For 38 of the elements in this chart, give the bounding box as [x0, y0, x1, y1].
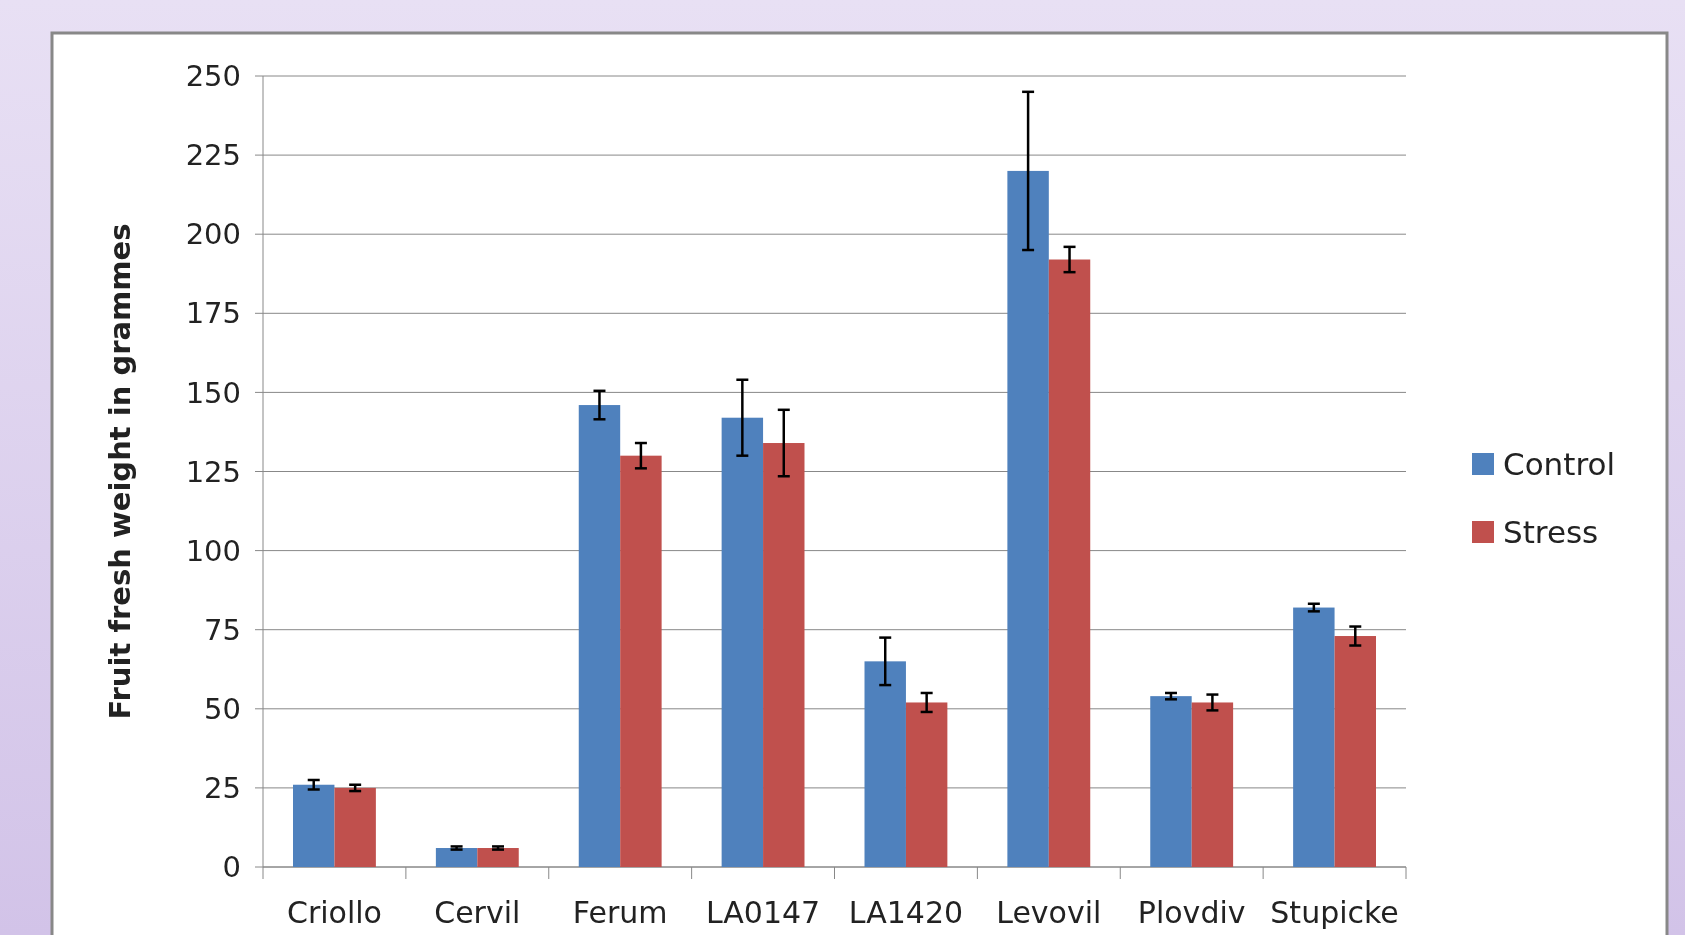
- y-tick-label: 75: [204, 612, 241, 647]
- y-tick-label: 0: [222, 850, 241, 885]
- bar: [578, 405, 621, 867]
- y-tick-label: 225: [185, 138, 241, 173]
- bar: [721, 417, 764, 867]
- y-tick-label: 150: [185, 375, 241, 410]
- x-tick-label: LA1420: [848, 895, 964, 930]
- y-tick-label: 125: [185, 454, 241, 489]
- bar: [763, 443, 805, 867]
- bar: [1293, 607, 1335, 867]
- legend-label: Control: [1503, 445, 1616, 482]
- bar: [1007, 170, 1049, 867]
- bar: [1334, 636, 1376, 867]
- bar: [293, 784, 335, 867]
- y-tick-label: 100: [185, 533, 241, 568]
- bar: [864, 661, 906, 867]
- y-tick-label: 175: [185, 296, 241, 331]
- bar: [435, 848, 478, 867]
- bar: [477, 848, 519, 867]
- y-tick-label: 25: [204, 771, 241, 806]
- bar: [1191, 702, 1234, 867]
- y-tick-label: 50: [204, 691, 241, 726]
- bar: [1048, 259, 1091, 867]
- bar: [905, 702, 948, 867]
- y-tick-label: 250: [185, 59, 241, 94]
- x-tick-label: Levovil: [996, 895, 1102, 930]
- bar: [620, 455, 662, 867]
- bar: [334, 787, 376, 867]
- x-tick-label: Criollo: [286, 895, 382, 930]
- bar: [1150, 696, 1192, 867]
- y-axis-title: Fruit fresh weight in grammes: [103, 223, 137, 720]
- x-tick-label: Stupicke: [1270, 895, 1399, 930]
- x-tick-label: Ferum: [572, 895, 668, 930]
- y-tick-label: 200: [185, 217, 241, 252]
- legend-label: Stress: [1503, 513, 1599, 550]
- x-tick-label: LA0147: [705, 895, 821, 930]
- x-tick-label: Plovdiv: [1137, 895, 1246, 930]
- x-tick-label: Cervil: [434, 895, 521, 930]
